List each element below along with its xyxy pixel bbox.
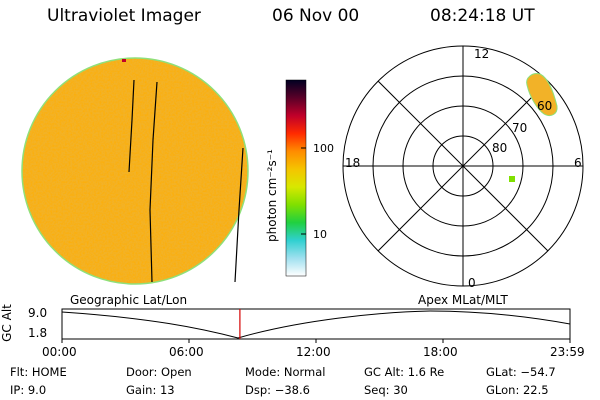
colorbar-unit-label: photon cm⁻²s⁻¹ [265,149,279,242]
polar-mlt-plot [342,45,584,287]
lat-label-80: 80 [492,141,507,155]
colorbar-label-100: 100 [313,142,334,155]
y-tick-label-top: 9.0 [28,306,48,320]
colorbar-label-10: 10 [313,228,327,241]
colorbar: 100 10 photon cm⁻²s⁻¹ [265,79,334,277]
info-glat: GLat: −54.7 [486,365,556,379]
info-seq: Seq: 30 [364,383,408,397]
info-gc-alt: GC Alt: 1.6 Re [364,365,445,379]
image-date: 06 Nov 00 [272,6,360,26]
mlt-label-0: 0 [468,276,476,290]
info-gain-value: 13 [159,383,175,397]
info-ip: IP: 9.0 [10,383,47,397]
mlt-label-6: 6 [574,156,582,170]
x-tick-label-3: 18:00 [423,345,458,359]
instrument-title: Ultraviolet Imager [47,6,201,26]
timeline-left-title: Geographic Lat/Lon [70,293,188,307]
geo-grid-line-1 [128,79,135,173]
lat-label-70: 70 [512,121,527,135]
timeline-right-title: Apex MLat/MLT [418,293,508,307]
info-glat-value: −54.7 [520,365,556,379]
x-tick-label-1: 06:00 [169,345,204,359]
info-seq-value: 30 [393,383,408,397]
polar-diag-2 [377,80,549,252]
mlt-label-18: 18 [345,156,360,170]
timeline-axis-label: GC Alt [0,304,14,342]
info-door-value: Open [160,365,192,379]
lat-label-60: 60 [537,99,552,113]
altitude-curve [61,310,571,339]
x-tick-label-4: 23:59 [550,345,585,359]
orbit-timeline [61,308,571,343]
info-glon-value: 22.5 [522,383,549,397]
info-gc-alt-value: 1.6 Re [407,365,445,379]
image-time: 08:24:18 UT [430,6,535,26]
info-mode: Mode: Normal [245,365,326,379]
info-mode-value: Normal [283,365,326,379]
info-ip-value: 9.0 [27,383,47,397]
polar-data-pixel [509,176,515,182]
geo-grid-line-3 [234,147,244,283]
info-door: Door: Open [126,365,192,379]
info-flt: Flt: HOME [10,365,67,379]
mlt-label-12: 12 [474,47,489,61]
geo-grid-line-2 [149,81,158,283]
info-flt-value: HOME [31,365,67,379]
x-tick-label-2: 12:00 [296,345,331,359]
info-glon: GLon: 22.5 [486,383,549,397]
earth-disk-image [21,57,249,285]
auroral-oval-patch [526,73,558,117]
y-tick-label-bottom: 1.8 [28,326,48,340]
info-gain: Gain: 13 [126,383,175,397]
info-dsp-value: −38.6 [274,383,310,397]
info-dsp: Dsp: −38.6 [245,383,310,397]
bright-pixel [122,59,126,62]
colorbar-scale [285,79,307,277]
x-tick-label-0: 00:00 [42,345,77,359]
